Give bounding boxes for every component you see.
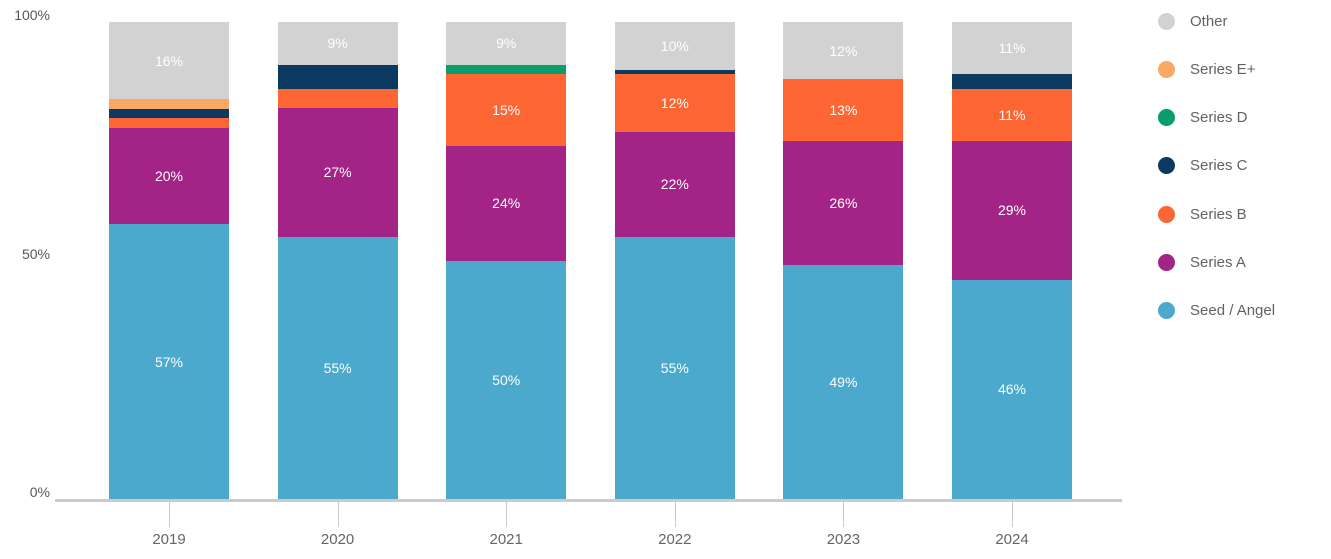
legend-swatch-series-b — [1158, 205, 1175, 223]
y-axis-label-100: 100% — [14, 7, 50, 23]
segment-seed-angel-2022[interactable]: 55% — [614, 236, 735, 499]
segment-value-label: 49% — [829, 374, 858, 391]
segment-series-b-2021[interactable]: 15% — [446, 74, 567, 147]
segment-other-2022[interactable]: 10% — [614, 22, 735, 70]
segment-value-label: 24% — [492, 195, 521, 212]
legend-item-series-b[interactable]: Series B — [1150, 203, 1331, 225]
segment-value-label: 50% — [492, 371, 521, 388]
segment-other-2023[interactable]: 12% — [783, 22, 904, 80]
segment-series-d-2021[interactable] — [446, 64, 567, 75]
segment-series-a-2022[interactable]: 22% — [614, 131, 735, 237]
x-axis-label-2024: 2024 — [995, 531, 1029, 548]
legend-swatch-series-c — [1158, 157, 1175, 175]
segment-seed-angel-2023[interactable]: 49% — [783, 265, 904, 499]
legend-label-series-b: Series B — [1190, 205, 1247, 223]
segment-series-a-2021[interactable]: 24% — [446, 146, 567, 261]
segment-value-label: 15% — [492, 102, 521, 119]
x-axis-tick-2023 — [843, 502, 845, 527]
segment-other-2019[interactable]: 16% — [109, 22, 229, 100]
legend-swatch-series-d — [1158, 109, 1175, 127]
x-axis-line — [55, 499, 1122, 502]
segment-series-b-2023[interactable]: 13% — [783, 79, 904, 142]
segment-value-label: 20% — [154, 168, 184, 185]
segment-series-b-2024[interactable]: 11% — [952, 88, 1072, 142]
segment-value-label: 26% — [829, 195, 858, 212]
bar-2023: 49% 26% 13% 12% — [783, 22, 904, 499]
x-axis-tick-2024 — [1012, 502, 1013, 527]
bar-2021: 50% 24% 15% 9% — [446, 22, 567, 499]
segment-series-c-2024[interactable] — [952, 74, 1072, 89]
legend-item-series-c[interactable]: Series C — [1150, 155, 1331, 177]
x-axis-tick-2021 — [506, 502, 508, 527]
legend-swatch-other — [1158, 12, 1175, 30]
segment-seed-angel-2020[interactable]: 55% — [277, 236, 398, 499]
segment-value-label: 27% — [323, 164, 352, 181]
x-axis-label-2021: 2021 — [489, 531, 523, 548]
segment-series-c-2019[interactable] — [109, 108, 229, 119]
segment-value-label: 11% — [998, 107, 1026, 124]
segment-series-a-2024[interactable]: 29% — [952, 141, 1072, 280]
x-axis-tick-2020 — [337, 502, 339, 527]
segment-other-2020[interactable]: 9% — [277, 22, 398, 65]
segment-other-2024[interactable]: 11% — [952, 22, 1072, 75]
legend-label-series-d: Series D — [1190, 109, 1248, 127]
legend-label-series-c: Series C — [1190, 157, 1248, 175]
segment-series-b-2020[interactable] — [277, 88, 398, 108]
segment-series-c-2022[interactable] — [614, 69, 735, 75]
segment-series-a-2020[interactable]: 27% — [277, 107, 398, 237]
segment-series-c-2020[interactable] — [277, 64, 398, 89]
segment-value-label: 55% — [660, 359, 689, 376]
legend-label-seed-angel: Seed / Angel — [1190, 302, 1276, 320]
segment-other-2021[interactable]: 9% — [446, 22, 567, 65]
segment-seed-angel-2021[interactable]: 50% — [446, 260, 567, 499]
bar-2019: 57% 20% 16% — [109, 22, 229, 499]
segment-value-label: 12% — [829, 42, 858, 59]
x-axis-label-2020: 2020 — [320, 531, 355, 548]
segment-value-label: 12% — [660, 95, 689, 112]
legend-item-series-d[interactable]: Series D — [1150, 107, 1331, 129]
segment-value-label: 29% — [997, 202, 1027, 219]
legend-swatch-seed-angel — [1158, 302, 1175, 320]
legend-swatch-series-e — [1158, 60, 1175, 78]
legend-swatch-series-a — [1158, 254, 1175, 271]
segment-series-a-2019[interactable]: 20% — [109, 128, 229, 225]
legend-label-series-e: Series E+ — [1190, 60, 1256, 78]
legend-item-series-e[interactable]: Series E+ — [1150, 58, 1331, 80]
segment-series-e-2019[interactable] — [109, 99, 229, 109]
legend-label-other: Other — [1190, 12, 1228, 30]
segment-value-label: 9% — [496, 35, 517, 52]
bar-2022: 55% 22% 12% 10% — [614, 22, 735, 499]
legend-label-series-a: Series A — [1190, 254, 1246, 271]
segment-seed-angel-2024[interactable]: 46% — [952, 279, 1072, 499]
x-axis-tick-2019 — [169, 502, 170, 527]
y-axis-label-50: 50% — [21, 245, 50, 262]
segment-value-label: 46% — [997, 381, 1027, 398]
segment-value-label: 55% — [323, 359, 352, 376]
segment-value-label: 22% — [660, 176, 689, 193]
segment-series-b-2019[interactable] — [109, 118, 229, 128]
legend-item-other[interactable]: Other — [1150, 10, 1331, 32]
segment-value-label: 57% — [154, 353, 184, 370]
segment-value-label: 13% — [829, 102, 858, 119]
x-axis-tick-2022 — [674, 502, 676, 527]
segment-series-a-2023[interactable]: 26% — [783, 141, 904, 266]
segment-series-b-2022[interactable]: 12% — [614, 74, 735, 132]
bar-2024: 46% 29% 11% 11% — [952, 22, 1072, 499]
segment-value-label: 11% — [998, 40, 1026, 57]
bar-2020: 55% 27% 9% — [277, 22, 398, 499]
x-axis-label-2019: 2019 — [152, 531, 186, 548]
x-axis-label-2022: 2022 — [658, 531, 692, 548]
segment-value-label: 10% — [660, 37, 689, 54]
segment-seed-angel-2019[interactable]: 57% — [109, 224, 229, 499]
segment-value-label: 9% — [327, 35, 348, 52]
x-axis-label-2023: 2023 — [826, 531, 861, 548]
legend-item-seed-angel[interactable]: Seed / Angel — [1150, 300, 1331, 322]
segment-value-label: 16% — [154, 52, 184, 69]
y-axis-label-0: 0% — [29, 484, 50, 500]
legend-item-series-a[interactable]: Series A — [1150, 252, 1331, 274]
